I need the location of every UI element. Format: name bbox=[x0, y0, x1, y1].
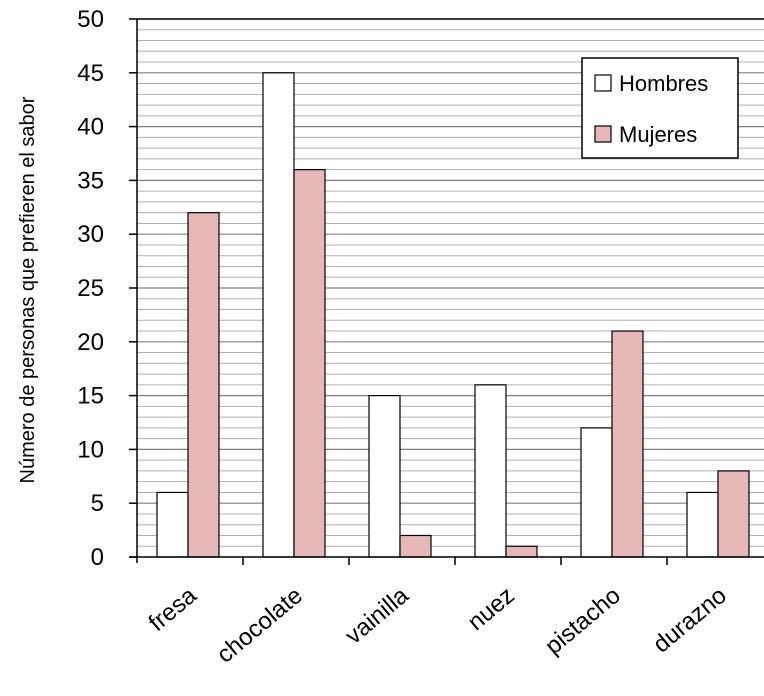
bar-mujeres-pistacho bbox=[611, 330, 644, 558]
legend-label-hombres: Hombres bbox=[619, 71, 708, 96]
bar-hombres-nuez bbox=[474, 384, 507, 558]
x-tick-label-nuez: nuez bbox=[463, 582, 520, 636]
bar-hombres-durazno bbox=[686, 491, 719, 558]
y-tick-label: 25 bbox=[77, 275, 104, 302]
bar-mujeres-durazno bbox=[717, 470, 750, 558]
y-tick-label: 0 bbox=[91, 544, 104, 571]
y-tick-label: 10 bbox=[77, 436, 104, 463]
bars bbox=[156, 72, 750, 558]
bar-hombres-chocolate bbox=[262, 72, 295, 558]
y-axis-label: Número de personas que prefieren el sabo… bbox=[17, 96, 39, 483]
bar-mujeres-nuez bbox=[505, 545, 538, 558]
y-tick-label: 35 bbox=[77, 167, 104, 194]
bar-mujeres-fresa bbox=[187, 212, 220, 558]
bar-mujeres-chocolate bbox=[293, 169, 326, 558]
bar-hombres-vainilla bbox=[368, 395, 401, 558]
bar-hombres-pistacho bbox=[580, 427, 613, 558]
y-tick-label: 15 bbox=[77, 383, 104, 410]
legend-swatch-mujeres bbox=[594, 125, 612, 143]
legend-label-mujeres: Mujeres bbox=[619, 122, 697, 147]
y-tick-label: 40 bbox=[77, 114, 104, 141]
axes bbox=[129, 18, 764, 565]
x-tick-label-vainilla: vainilla bbox=[340, 581, 414, 649]
legend-swatch-hombres bbox=[594, 74, 612, 92]
bar-hombres-fresa bbox=[156, 491, 189, 558]
y-tick-label: 50 bbox=[77, 6, 104, 33]
x-tick-label-chocolate: chocolate bbox=[212, 582, 308, 669]
legend: Hombres Mujeres bbox=[581, 57, 739, 159]
x-tick-label-fresa: fresa bbox=[144, 581, 203, 636]
x-tick-label-pistacho: pistacho bbox=[540, 582, 626, 660]
y-tick-label: 5 bbox=[91, 490, 104, 517]
bar-mujeres-vainilla bbox=[399, 534, 432, 558]
x-tick-labels: fresa chocolate vainilla nuez pistacho durazn… bbox=[144, 581, 732, 668]
y-tick-label: 20 bbox=[77, 329, 104, 356]
y-tick-label: 45 bbox=[77, 60, 104, 87]
grid-lines bbox=[137, 18, 764, 547]
y-tick-label: 30 bbox=[77, 221, 104, 248]
y-tick-labels: 0 5 10 15 20 25 30 35 40 45 50 bbox=[77, 6, 104, 571]
x-tick-label-durazno: durazno bbox=[648, 582, 732, 658]
